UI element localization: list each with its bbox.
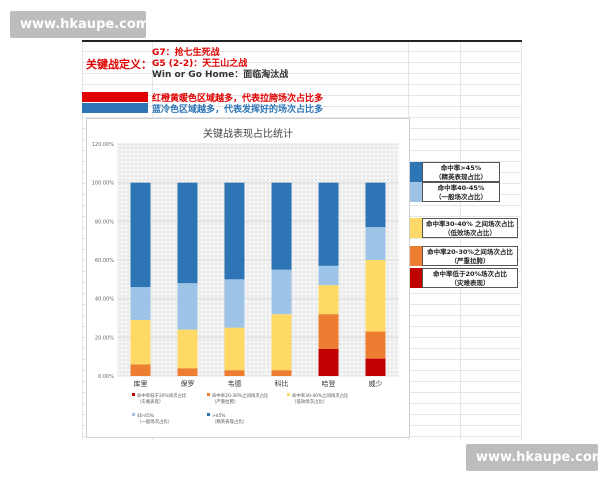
cool-color-band: [82, 103, 148, 113]
bar-segment: [318, 348, 339, 376]
chart-container: 关键战表现占比统计 0.00% 20.00% 40.00% 60.00% 80.00% 1…: [86, 118, 410, 438]
legend-swatch: [132, 413, 135, 416]
bar-segment: [318, 285, 339, 315]
y-tick-label: 20.00%: [95, 335, 114, 341]
x-tick-label: 韦德: [228, 379, 242, 388]
side-legend-swatch: [410, 268, 422, 288]
grid-col-line: [521, 40, 522, 440]
legend-swatch: [132, 393, 135, 396]
bar-segment: [224, 327, 245, 371]
legend-label: （灾难表现）: [137, 398, 163, 405]
definition-label: 关键战定义：: [86, 58, 152, 71]
watermark-bottom: www.hkaupe.com: [466, 444, 600, 471]
legend-label: 命中率低于20%场次占比: [137, 392, 187, 399]
bar-segment: [130, 364, 151, 376]
side-legend-line: 命中率40-45%: [437, 184, 485, 192]
y-tick-label: 120.00%: [92, 142, 114, 148]
bar-segment: [224, 279, 245, 328]
chart-title: 关键战表现占比统计: [203, 129, 293, 140]
bar-segment: [318, 265, 339, 286]
side-legend-text: 命中率30-40% 之间场次占比 （低效场次占比）: [422, 218, 518, 238]
side-legend-line: （精英表现占比）: [435, 173, 487, 181]
bar-segment: [318, 182, 339, 266]
legend-label: （精英表现占比）: [212, 418, 247, 425]
definition-line-win-or-go-home: Win or Go Home：面临淘汰战: [152, 70, 289, 80]
legend-label: 命中率30-40%之间场次占比: [292, 392, 349, 399]
y-tick-label: 80.00%: [95, 219, 114, 225]
side-legend-line: 命中率20-30%之间场次占比: [427, 248, 513, 256]
definition-line-g5: G5 (2-2)：天王山之战: [152, 59, 248, 69]
bar-segment: [365, 227, 386, 260]
side-legend-text: 命中率20-30%之间场次占比 （严重拉胯）: [422, 246, 518, 266]
definition-line-g7: G7：抢七生死战: [152, 48, 220, 58]
warm-color-band: [82, 92, 148, 102]
legend-swatch: [287, 393, 290, 396]
bar-segment: [130, 319, 151, 365]
x-tick-label: 科比: [275, 379, 289, 388]
cool-color-note: 蓝冷色区域越多，代表发挥好的场次占比多: [152, 105, 324, 115]
bar-segment: [177, 283, 198, 330]
bar-segment: [130, 287, 151, 320]
side-legend-line: （严重拉胯）: [450, 257, 490, 265]
side-legend-text: 命中率低于20%场次占比 （灾难表现）: [422, 268, 518, 288]
y-tick-label: 40.00%: [95, 297, 114, 303]
legend-label: 40-45%: [137, 413, 154, 419]
bar-segment: [177, 329, 198, 369]
side-legend-line: （一般场次占比）: [435, 193, 487, 201]
legend-label: （一般场次占比）: [137, 418, 172, 425]
watermark-top: www.hkaupe.com: [10, 11, 149, 38]
side-legend-line: （灾难表现）: [450, 279, 490, 287]
legend-label: >45%: [212, 413, 225, 419]
legend-label: 命中率20-30%之间场次占比: [212, 392, 269, 399]
bar-segment: [365, 331, 386, 359]
sheet-top-border: [82, 40, 522, 42]
legend-label: （低效场次占比）: [292, 398, 327, 405]
side-legend-line: 命中率低于20%场次占比: [432, 270, 508, 278]
side-legend-swatch: [410, 246, 422, 266]
bar-segment: [130, 182, 151, 288]
bar-segment: [271, 370, 292, 376]
side-legend-swatch: [410, 218, 422, 238]
bar-segment: [271, 182, 292, 270]
bar-segment: [365, 182, 386, 228]
side-legend-text: 命中率>45% （精英表现占比）: [422, 162, 500, 182]
stacked-bar-chart: 0.00% 20.00% 40.00% 60.00% 80.00% 100.00% 120.…: [92, 142, 399, 425]
side-legend-text: 命中率40-45% （一般场次占比）: [422, 182, 500, 202]
y-tick-label: 60.00%: [95, 258, 114, 264]
grid-col-line: [460, 40, 461, 440]
x-tick-label: 保罗: [181, 379, 195, 388]
legend-swatch: [207, 393, 210, 396]
legend-swatch: [207, 413, 210, 416]
bar-segment: [271, 314, 292, 371]
x-tick-label: 哈登: [322, 379, 336, 388]
bar-segment: [318, 314, 339, 349]
side-legend-line: 命中率30-40% 之间场次占比: [425, 220, 515, 228]
side-legend-swatch: [410, 162, 422, 182]
bar-segment: [177, 182, 198, 284]
side-legend-line: （低效场次占比）: [444, 229, 496, 237]
grid-col-line: [82, 40, 83, 440]
bar-segment: [271, 269, 292, 315]
bar-segment: [224, 370, 245, 376]
bar-segment: [365, 260, 386, 332]
x-tick-label: 威少: [369, 379, 383, 388]
side-legend-swatch: [410, 182, 422, 202]
warm-color-note: 红橙黄暖色区域越多，代表拉胯场次占比多: [152, 94, 324, 104]
bar-segment: [365, 358, 386, 376]
side-legend-line: 命中率>45%: [440, 164, 482, 172]
bar-segment: [224, 182, 245, 280]
y-tick-label: 0.00%: [98, 374, 114, 380]
legend-label: （严重拉胯）: [212, 398, 238, 405]
bar-segment: [177, 368, 198, 376]
y-tick-label: 100.00%: [92, 181, 114, 187]
x-tick-label: 库里: [134, 379, 148, 388]
